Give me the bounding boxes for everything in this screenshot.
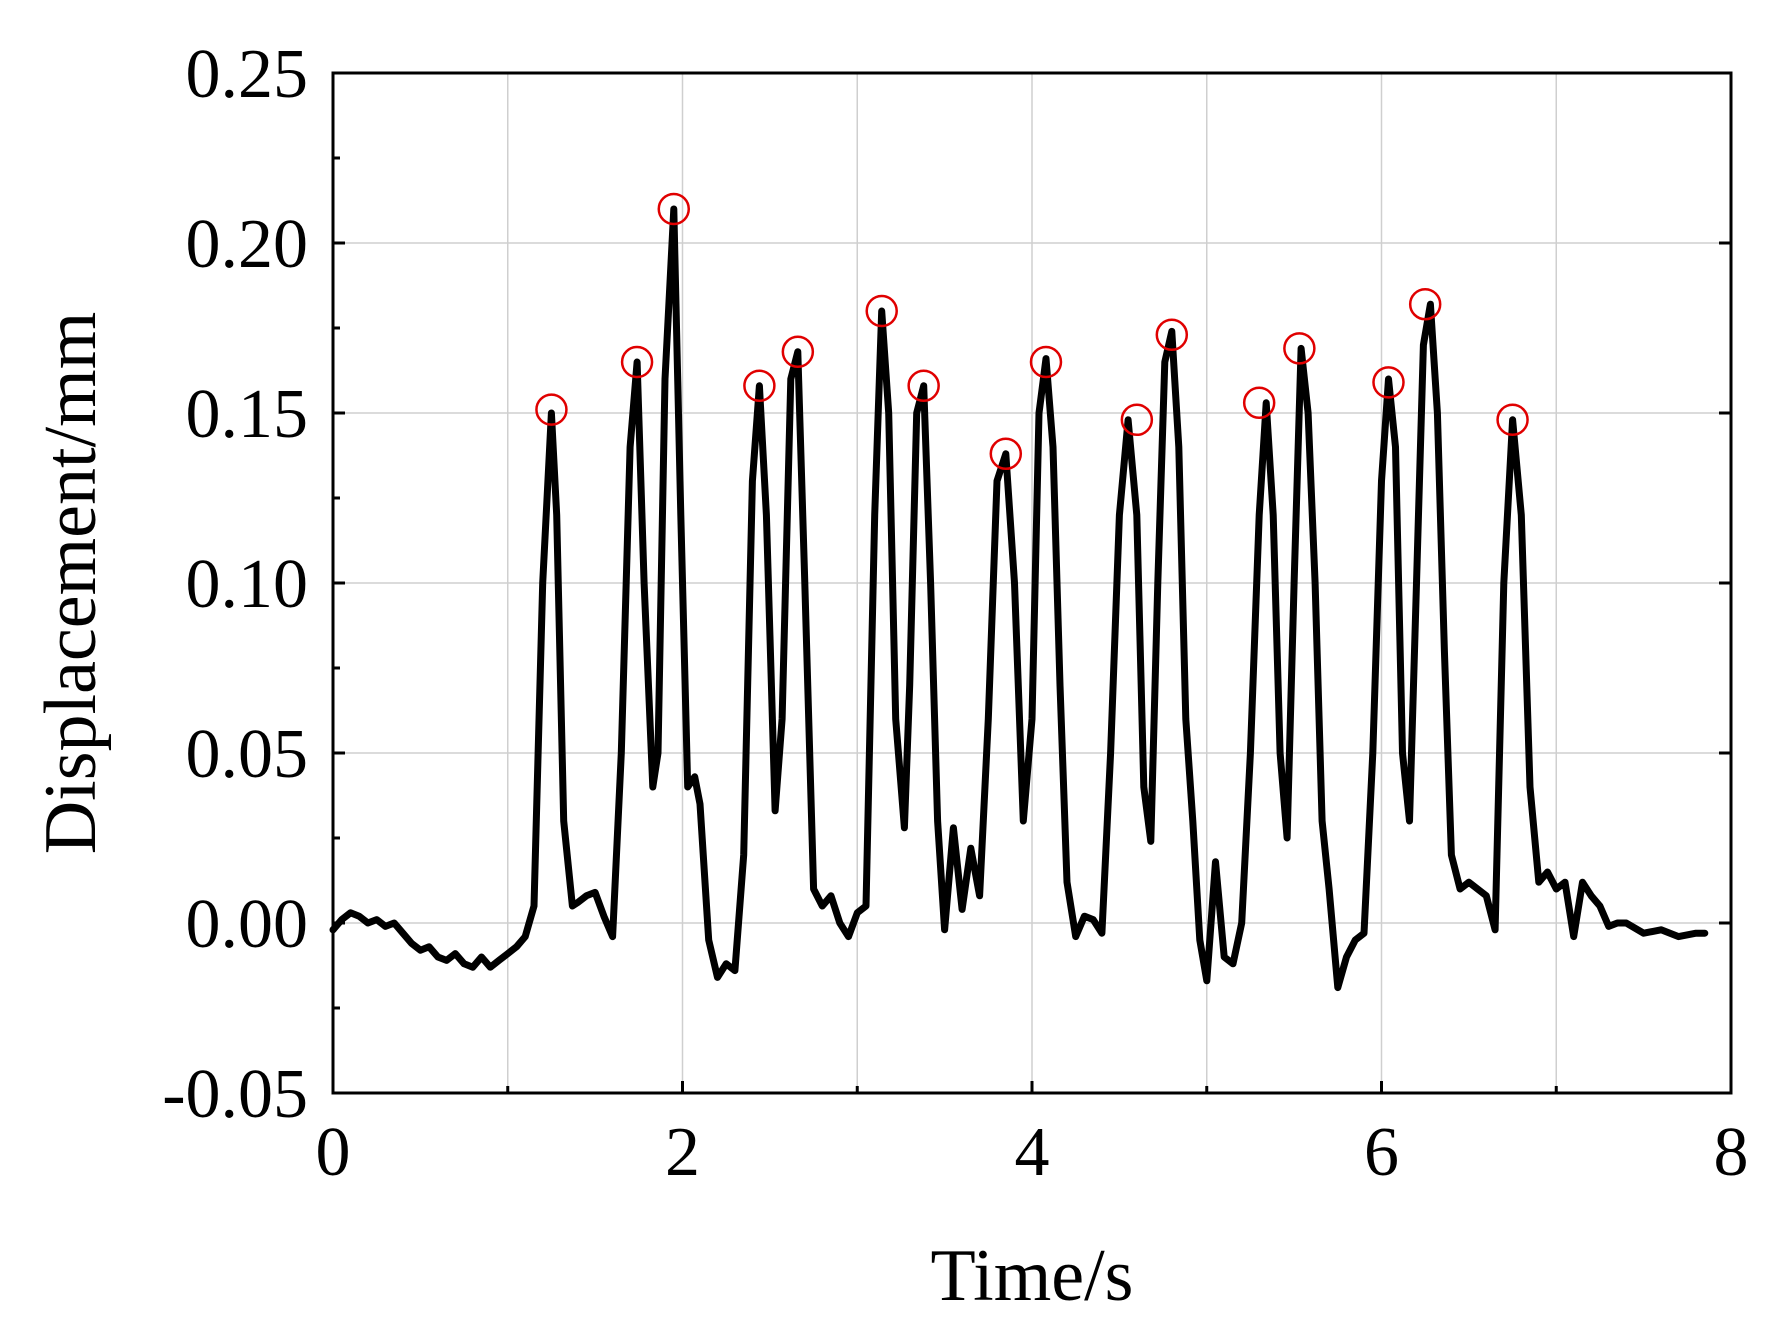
series-line — [329, 205, 1709, 992]
y-tick-label: 0.25 — [186, 36, 309, 113]
axis-ticks — [333, 71, 1731, 1095]
x-tick-labels: 0 2 4 6 8 — [316, 1114, 1749, 1191]
x-tick-label: 2 — [665, 1114, 700, 1191]
y-tick-label: 0.10 — [186, 546, 309, 623]
x-tick-label: 0 — [316, 1114, 351, 1191]
peak-marker — [657, 192, 691, 226]
x-axis-title: Time/s — [931, 1235, 1134, 1317]
peak-marker — [1496, 403, 1529, 437]
x-tick-label: 4 — [1015, 1114, 1050, 1191]
peak-marker — [535, 393, 568, 426]
y-tick-label: -0.05 — [162, 1056, 308, 1133]
peak-marker — [1408, 287, 1442, 321]
peak-marker — [743, 369, 776, 403]
y-tick-label: 0.05 — [186, 716, 309, 793]
x-tick-label: 6 — [1364, 1114, 1399, 1191]
peak-marker — [1155, 318, 1189, 352]
peak-marker — [1242, 386, 1276, 420]
y-tick-labels: -0.05 0.00 0.05 0.10 0.15 0.20 0.25 — [162, 36, 308, 1133]
peak-marker — [865, 294, 898, 328]
peak-marker — [1372, 366, 1405, 399]
peak-marker — [989, 437, 1023, 471]
y-tick-label: 0.20 — [186, 206, 309, 283]
y-tick-label: 0.00 — [186, 886, 309, 963]
y-tick-label: 0.15 — [186, 376, 309, 453]
peak-markers — [535, 192, 1529, 471]
peak-marker — [781, 335, 815, 369]
peak-marker — [1283, 332, 1316, 365]
peak-marker — [620, 345, 654, 379]
peak-marker — [1120, 403, 1154, 437]
x-tick-label: 8 — [1714, 1114, 1749, 1191]
peak-marker — [907, 369, 940, 403]
y-axis-title: Displacement/mm — [30, 312, 112, 855]
peak-marker — [1029, 345, 1063, 379]
